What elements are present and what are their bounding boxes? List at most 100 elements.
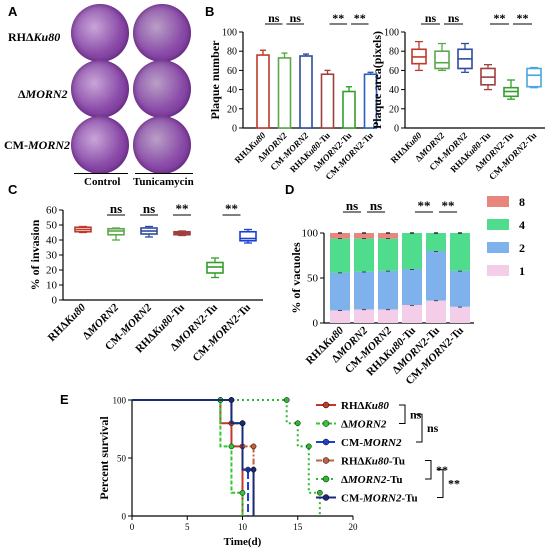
x-tick-label: 0 bbox=[130, 522, 135, 532]
y-tick-label: 20 bbox=[46, 265, 58, 277]
legend-marker bbox=[322, 475, 330, 483]
y-axis-label: % of invasion bbox=[28, 219, 42, 290]
bracket-morn2tu-cmtu bbox=[437, 469, 444, 498]
survival-line-rh-ku80-tu bbox=[132, 399, 255, 516]
survival-marker bbox=[250, 443, 257, 450]
y-tick-label: 60 bbox=[46, 205, 58, 217]
stack-segment-8 bbox=[330, 233, 350, 239]
panel-b-letter: B bbox=[205, 4, 215, 19]
significance-label: ns bbox=[290, 11, 302, 25]
significance-label: ns bbox=[425, 11, 437, 25]
legend-swatch-1 bbox=[487, 265, 509, 276]
x-tick-label: 5 bbox=[185, 522, 190, 532]
legend-marker bbox=[322, 420, 330, 427]
significance-label: ns bbox=[448, 11, 460, 25]
y-tick-label: 60 bbox=[227, 66, 237, 77]
legend-label-rh-ku80-tu: RHΔKu80-Tu bbox=[341, 456, 405, 468]
y-tick-label: 40 bbox=[227, 85, 237, 96]
y-tick-label: 100 bbox=[384, 28, 399, 39]
significance-label: ** bbox=[442, 198, 455, 213]
control-line bbox=[74, 173, 128, 174]
row-label-morn2: ΔMORN2 bbox=[18, 87, 68, 101]
stack-segment-2 bbox=[378, 270, 398, 310]
column-label-tunicamycin: Tunicamycin bbox=[133, 176, 194, 188]
y-tick-label: 20 bbox=[227, 104, 237, 115]
y-tick-label: 40 bbox=[46, 235, 58, 247]
legend-label-8: 8 bbox=[519, 195, 525, 209]
significance-label: ns bbox=[143, 201, 155, 216]
legend-marker bbox=[322, 457, 330, 464]
legend-label-cm-morn2: CM-MORN2 bbox=[341, 437, 402, 449]
survival-marker bbox=[283, 397, 290, 403]
legend-swatch-2 bbox=[487, 242, 509, 253]
y-tick-label: 80 bbox=[227, 47, 237, 58]
box bbox=[239, 230, 257, 242]
y-tick-label: 0 bbox=[232, 124, 237, 135]
significance-label: ** bbox=[494, 11, 506, 25]
legend-label-1: 1 bbox=[519, 264, 525, 278]
legend-label-rh-ku80: RHΔKu80 bbox=[341, 400, 389, 412]
stack-segment-2 bbox=[426, 251, 446, 301]
stack-segment-2 bbox=[402, 269, 422, 305]
bar bbox=[277, 57, 292, 129]
row-label-ku80: RHΔKu80 bbox=[8, 30, 61, 44]
panel-c-letter: C bbox=[8, 182, 18, 197]
y-tick-label: 40 bbox=[389, 85, 399, 96]
legend-label-cm-morn2-tu: CM-MORN2-Tu bbox=[341, 493, 418, 505]
survival-marker bbox=[294, 420, 301, 427]
legend-swatch-4 bbox=[487, 219, 509, 230]
bar bbox=[299, 55, 313, 129]
plaque-plate bbox=[71, 116, 129, 174]
stack-segment-4 bbox=[402, 233, 422, 269]
y-tick-label: 50 bbox=[307, 273, 319, 285]
stack-segment-1 bbox=[426, 300, 446, 323]
bar bbox=[320, 73, 335, 129]
y-tick-label: 20 bbox=[389, 104, 399, 115]
stack-segment-1 bbox=[378, 309, 398, 323]
bracket-morn2tu-cmtu-label: ** bbox=[448, 477, 460, 491]
y-axis-label: Plaque area(pixels) bbox=[370, 31, 384, 129]
stack-segment-1 bbox=[354, 309, 374, 323]
stack-segment-2 bbox=[450, 270, 470, 307]
column-label-control: Control bbox=[84, 176, 121, 188]
significance-label: ** bbox=[354, 11, 366, 25]
stack-segment-8 bbox=[378, 233, 398, 239]
y-tick-label: 0 bbox=[313, 318, 319, 330]
y-tick-label: 100 bbox=[113, 396, 127, 406]
stack-segment-4 bbox=[426, 233, 446, 251]
y-tick-label: 10 bbox=[46, 280, 58, 292]
stack-segment-2 bbox=[354, 271, 374, 310]
y-tick-label: 0 bbox=[122, 512, 127, 522]
y-tick-label: 0 bbox=[52, 295, 58, 307]
bracket-morn2-cm bbox=[416, 413, 423, 443]
survival-line-cm-morn2-tu bbox=[132, 399, 255, 516]
y-axis-label: % of vacuoles bbox=[289, 242, 303, 314]
stack-segment-4 bbox=[330, 238, 350, 273]
significance-label: ns bbox=[268, 11, 280, 25]
stack-segment-1 bbox=[330, 310, 350, 323]
y-tick-label: 80 bbox=[389, 47, 399, 58]
y-tick-label: 50 bbox=[117, 454, 127, 464]
plaque-plate bbox=[71, 4, 129, 62]
plaque-plate bbox=[133, 4, 191, 62]
y-axis-label: Percent survival bbox=[97, 416, 111, 500]
y-tick-label: 100 bbox=[222, 28, 237, 39]
legend-swatch-8 bbox=[487, 196, 509, 207]
row-label-cm-morn2: CM-MORN2 bbox=[4, 138, 71, 152]
bracket-morn2-cm-label: ns bbox=[427, 421, 439, 435]
x-tick-label: RHΔKu80 bbox=[46, 301, 89, 344]
bar bbox=[256, 54, 270, 129]
significance-label: ** bbox=[517, 11, 529, 25]
survival-marker bbox=[239, 420, 246, 427]
bracket-ku80-morn2-label: ns bbox=[410, 407, 422, 421]
bar bbox=[342, 90, 356, 129]
significance-label: ** bbox=[225, 201, 238, 216]
legend-label-4: 4 bbox=[519, 218, 525, 232]
x-tick-label: CM-MORN2-Tu bbox=[190, 302, 253, 365]
stack-segment-8 bbox=[354, 233, 374, 239]
stack-segment-2 bbox=[330, 272, 350, 311]
y-tick-label: 30 bbox=[46, 250, 58, 262]
